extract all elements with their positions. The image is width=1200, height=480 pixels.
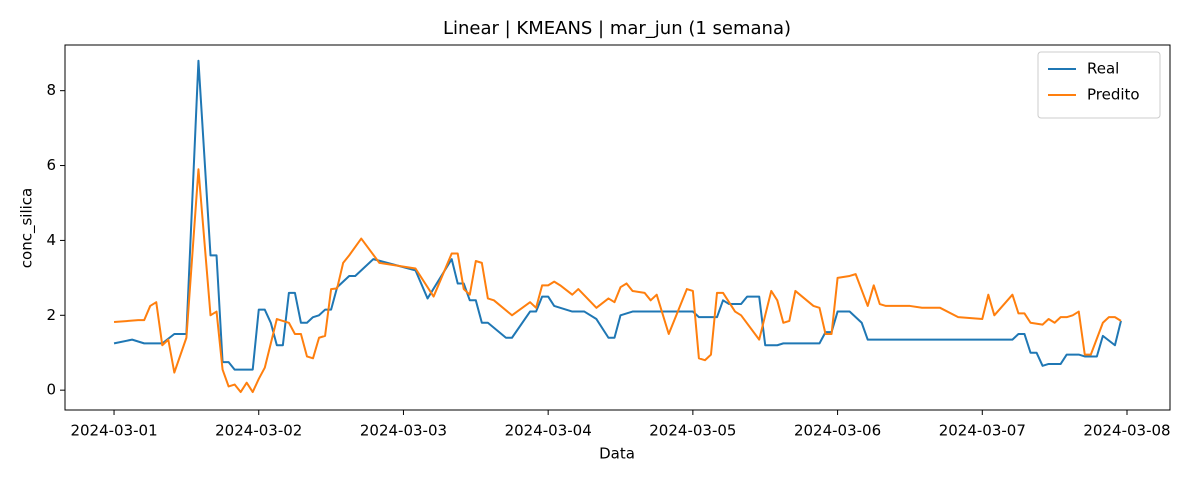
x-tick-label: 2024-03-03 <box>360 422 447 440</box>
y-tick-label: 4 <box>46 231 56 249</box>
y-axis-label: conc_silica <box>18 188 37 268</box>
data-line <box>113 59 1122 371</box>
legend-label: Real <box>1087 60 1119 78</box>
x-tick-label: 2024-03-01 <box>70 422 157 440</box>
chart-title: Linear | KMEANS | mar_jun (1 semana) <box>443 18 791 39</box>
x-tick-label: 2024-03-06 <box>794 422 881 440</box>
legend-label: Predito <box>1087 86 1140 104</box>
x-tick-label: 2024-03-02 <box>215 422 302 440</box>
x-tick-label: 2024-03-05 <box>649 422 736 440</box>
plot-area <box>64 44 1171 411</box>
y-tick-label: 8 <box>46 81 56 99</box>
y-tick-label: 0 <box>46 381 56 399</box>
x-tick-label: 2024-03-08 <box>1083 422 1170 440</box>
y-tick-label: 2 <box>46 306 56 324</box>
x-tick-label: 2024-03-04 <box>505 422 592 440</box>
data-line <box>113 168 1122 394</box>
x-axis-label: Data <box>599 445 635 463</box>
x-tick-label: 2024-03-07 <box>939 422 1026 440</box>
y-tick-label: 6 <box>46 156 56 174</box>
